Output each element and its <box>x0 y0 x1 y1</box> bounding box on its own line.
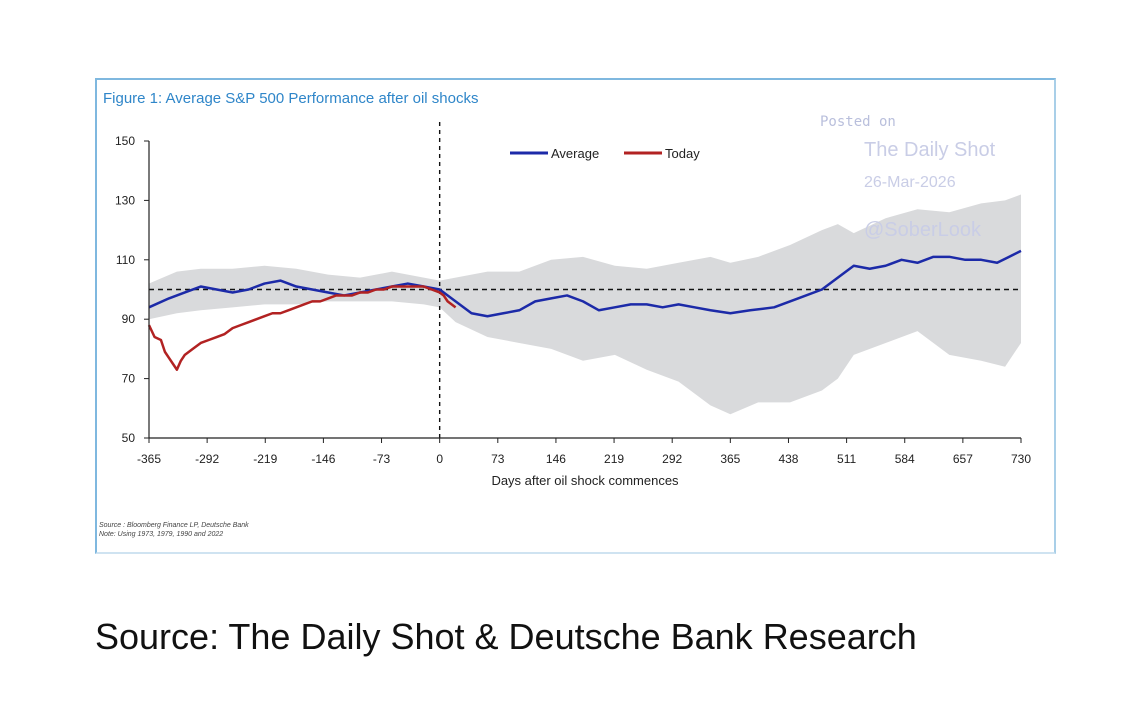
legend-label-average: Average <box>551 146 599 161</box>
x-tick-label: 657 <box>953 452 973 466</box>
source-line: Source : Bloomberg Finance LP, Deutsche … <box>99 522 249 529</box>
figure-title: Figure 1: Average S&P 500 Performance af… <box>103 90 479 107</box>
y-tick-label: 90 <box>122 312 136 326</box>
x-tick-label: -219 <box>253 452 277 466</box>
x-tick-label: 511 <box>837 452 856 466</box>
watermark-name: The Daily Shot <box>864 139 996 161</box>
legend-label-today: Today <box>665 146 700 161</box>
x-tick-label: -365 <box>137 452 161 466</box>
series-layer <box>147 249 1022 371</box>
watermark-posted: Posted on <box>820 114 896 130</box>
x-tick-label: 146 <box>546 452 566 466</box>
series-line-today <box>147 285 457 371</box>
x-tick-label: -292 <box>195 452 219 466</box>
note-line: Note: Using 1973, 1979, 1990 and 2022 <box>99 531 224 538</box>
x-tick-label: 292 <box>662 452 682 466</box>
x-tick-label: 365 <box>720 452 740 466</box>
page-caption: Source: The Daily Shot & Deutsche Bank R… <box>95 616 917 657</box>
y-tick-label: 110 <box>116 253 135 267</box>
y-tick-label: 150 <box>115 134 135 148</box>
reference-lines <box>149 122 1021 438</box>
y-tick-label: 70 <box>122 372 136 386</box>
range-band <box>149 194 1021 415</box>
axes: 50 70 90 110 130 150 -365 -292 -219 -146 -73 0 73 146… <box>115 134 1031 466</box>
x-tick-label: 0 <box>436 452 443 466</box>
x-tick-label: 438 <box>778 452 798 466</box>
y-tick-label: 50 <box>122 431 136 445</box>
legend: Average Today <box>510 146 700 161</box>
watermark-handle: @SoberLook <box>864 219 982 241</box>
x-tick-label: 73 <box>491 452 505 466</box>
x-tick-label: 730 <box>1011 452 1031 466</box>
x-tick-label: 219 <box>604 452 624 466</box>
range-band-layer <box>149 194 1021 415</box>
x-tick-label: -73 <box>373 452 391 466</box>
source-note: Source : Bloomberg Finance LP, Deutsche … <box>99 521 249 539</box>
x-tick-label: -146 <box>311 452 335 466</box>
x-axis-title: Days after oil shock commences <box>491 473 679 488</box>
y-tick-label: 130 <box>115 193 135 207</box>
watermark-date: 26-Mar-2026 <box>864 174 956 191</box>
series-line-average <box>148 249 1022 318</box>
x-tick-label: 584 <box>895 452 915 466</box>
